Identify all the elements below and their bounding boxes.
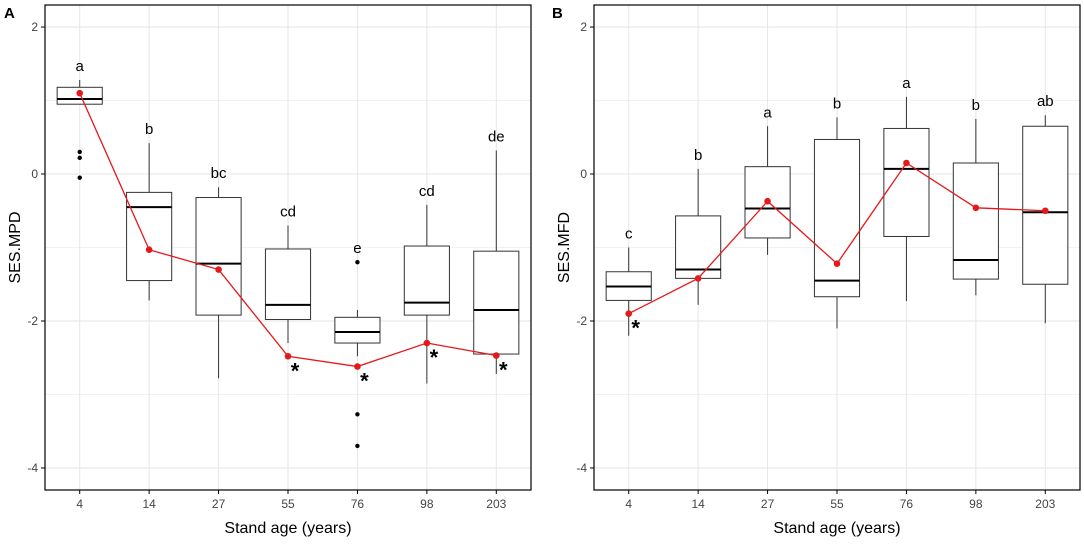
- significance-letter: b: [694, 147, 702, 164]
- mean-point: [76, 89, 84, 97]
- mean-point: [903, 159, 910, 167]
- box-iqr: [952, 162, 999, 280]
- box-iqr: [473, 250, 520, 355]
- box-iqr: [883, 127, 930, 237]
- x-tick-label: 4: [76, 497, 83, 511]
- box-iqr: [264, 248, 312, 321]
- box-14: [126, 143, 173, 301]
- outlier-point: [77, 175, 82, 180]
- box-27: [195, 187, 242, 379]
- box-76: [334, 259, 381, 449]
- x-tick-label: 55: [830, 497, 844, 511]
- significance-asterisk: *: [430, 345, 439, 370]
- y-axis-title: SES.MFD: [556, 212, 573, 283]
- x-tick-label: 203: [486, 497, 506, 511]
- mean-point: [284, 352, 292, 360]
- significance-letter: b: [972, 97, 980, 114]
- y-tick-label: 0: [580, 167, 587, 181]
- x-tick-label: 27: [761, 497, 775, 511]
- mean-point: [972, 204, 980, 212]
- significance-asterisk: *: [291, 358, 300, 383]
- significance-letter: e: [353, 240, 361, 257]
- box-4: [605, 247, 652, 336]
- box-iqr: [334, 316, 381, 344]
- x-axis-title: Stand age (years): [224, 520, 351, 537]
- box-98: [952, 118, 999, 296]
- mean-point: [423, 339, 431, 347]
- panel-label: A: [4, 5, 15, 22]
- box-iqr: [195, 197, 242, 316]
- significance-letter: cd: [419, 183, 435, 200]
- x-tick-label: 98: [969, 497, 983, 511]
- x-axis-title: Stand age (years): [773, 520, 900, 537]
- mean-point: [694, 275, 702, 282]
- box-iqr: [1022, 125, 1069, 285]
- box-iqr: [126, 191, 173, 282]
- box-98: [403, 204, 450, 384]
- box-iqr: [675, 215, 722, 279]
- x-tick-label: 14: [691, 497, 705, 511]
- y-tick-label: -2: [576, 314, 587, 328]
- significance-letter: a: [902, 75, 911, 92]
- significance-letter: c: [625, 226, 633, 243]
- x-tick-label: 76: [900, 497, 914, 511]
- significance-letter: de: [488, 129, 505, 146]
- outlier-point: [355, 259, 360, 265]
- box-203: [473, 150, 520, 374]
- significance-letter: b: [833, 95, 841, 112]
- outlier-point: [77, 149, 82, 155]
- x-tick-label: 203: [1035, 497, 1055, 511]
- box-iqr: [744, 166, 791, 239]
- box-14: [675, 168, 722, 305]
- significance-letter: a: [76, 58, 85, 75]
- box-iqr: [403, 245, 450, 316]
- outlier-point: [355, 412, 360, 417]
- y-tick-label: 2: [580, 20, 587, 34]
- mean-point: [764, 197, 771, 205]
- y-tick-label: -2: [27, 314, 38, 328]
- significance-asterisk: *: [499, 358, 508, 383]
- significance-letter: a: [763, 104, 772, 121]
- y-tick-label: -4: [27, 461, 38, 475]
- mean-point: [354, 363, 361, 370]
- x-tick-label: 98: [420, 497, 434, 511]
- outlier-point: [355, 443, 360, 449]
- significance-asterisk: *: [631, 316, 640, 341]
- x-tick-label: 27: [212, 497, 226, 511]
- mean-point: [145, 246, 153, 254]
- y-axis-title: SES.MPD: [7, 211, 24, 283]
- significance-letter: bc: [211, 165, 227, 182]
- y-tick-label: 2: [31, 20, 38, 34]
- significance-letter: b: [145, 121, 153, 138]
- box-55: [264, 225, 312, 344]
- panel-a: a b bc cd e cd de * * * * -4 -2 0 2 4 14 27 55 76 98 203 Stand…: [4, 4, 532, 537]
- mean-point: [215, 266, 222, 273]
- mean-point: [625, 310, 633, 317]
- x-tick-label: 76: [351, 497, 365, 511]
- x-tick-label: 55: [281, 497, 295, 511]
- x-tick-label: 4: [625, 497, 632, 511]
- box-55: [813, 117, 861, 329]
- mean-point: [492, 352, 500, 359]
- box-203: [1022, 115, 1069, 324]
- box-27: [744, 126, 791, 255]
- mean-point: [833, 260, 841, 267]
- mean-point: [1041, 207, 1049, 215]
- significance-letter: cd: [280, 203, 296, 220]
- y-tick-label: 0: [31, 167, 38, 181]
- y-tick-label: -4: [576, 461, 587, 475]
- significance-asterisk: *: [360, 369, 369, 394]
- significance-letter: ab: [1037, 93, 1054, 110]
- outlier-point: [77, 155, 82, 161]
- x-tick-label: 14: [142, 497, 156, 511]
- panel-label: B: [552, 5, 563, 22]
- box-76: [883, 96, 930, 302]
- box-iqr: [813, 138, 861, 298]
